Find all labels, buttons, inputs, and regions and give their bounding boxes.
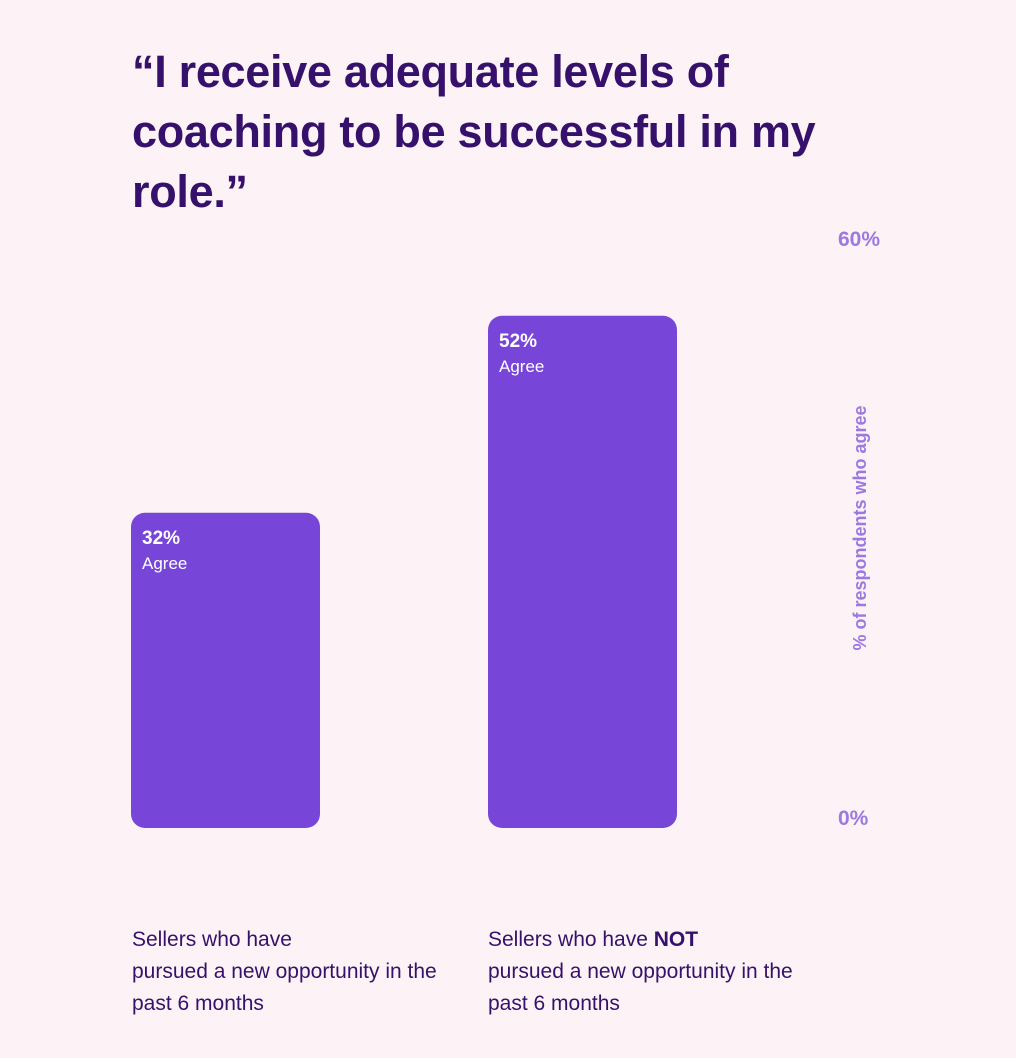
y-axis-label: % of respondents who agree xyxy=(850,405,870,650)
category-label-text: Sellers who have xyxy=(132,928,292,951)
y-tick-label-60: 60% xyxy=(838,228,880,251)
chart-title: “I receive adequate levels of coaching t… xyxy=(132,46,816,217)
bar-pursued xyxy=(131,512,320,828)
bar-value-label: 32% xyxy=(142,528,180,549)
bar-not-pursued xyxy=(488,315,677,828)
bar-agree-label: Agree xyxy=(142,554,187,573)
category-label-pursued: Sellers who have pursued a new opportuni… xyxy=(132,924,462,1020)
y-tick-label-0: 0% xyxy=(838,807,869,830)
category-label-text: pursued a new opportunity in the past 6 … xyxy=(132,960,437,1015)
category-label-text: pursued a new opportunity in the past 6 … xyxy=(488,960,793,1015)
bars-group: 32% Agree 52% Agree xyxy=(131,315,677,828)
category-label-emphasis: NOT xyxy=(653,928,699,951)
category-label-not-pursued: Sellers who have NOT pursued a new oppor… xyxy=(488,924,818,1020)
bar-agree-label: Agree xyxy=(499,357,544,376)
category-label-text: Sellers who have xyxy=(488,928,654,951)
bar-value-label: 52% xyxy=(499,331,537,352)
